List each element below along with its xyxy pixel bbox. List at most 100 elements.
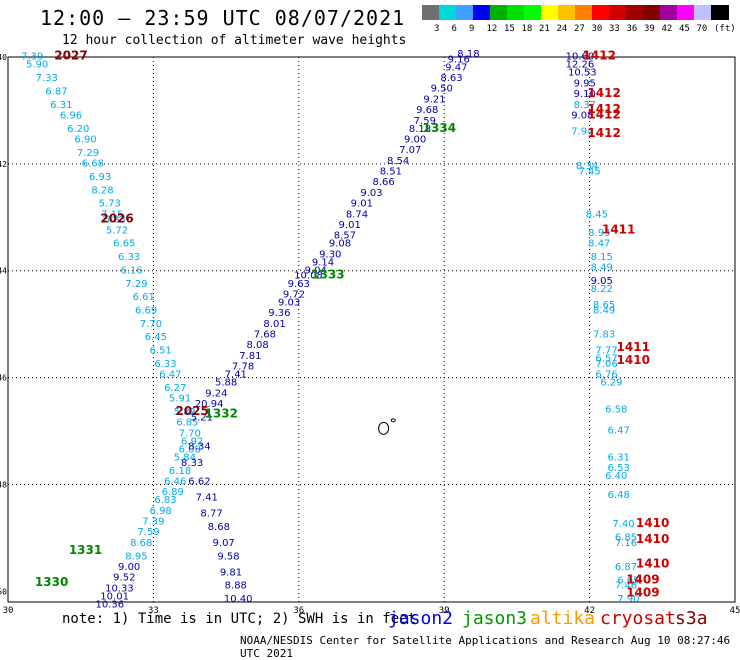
swh-value: 6.65: [617, 575, 639, 586]
swh-value: 6.33: [154, 359, 176, 370]
pass-label: 1412: [587, 107, 620, 121]
swh-value: 8.68: [208, 522, 230, 533]
swh-value: 9.07: [213, 538, 235, 549]
swh-value: 6.45: [145, 332, 167, 343]
footer-note: note: 1) Time is in UTC; 2) SWH is in fe…: [62, 611, 416, 627]
swh-value: 9.30: [319, 249, 341, 260]
swh-value: 5.73: [99, 199, 121, 210]
y-tick-label: -50: [0, 587, 7, 596]
colorbar-label: 33: [609, 24, 620, 34]
swh-value: 8.28: [91, 185, 113, 196]
swh-value: 8.51: [380, 167, 402, 178]
swh-value: 6.87: [45, 86, 67, 97]
swh-value: 7.06: [595, 359, 617, 370]
island-outline: [390, 418, 396, 423]
swh-value: 8.54: [387, 156, 409, 167]
swh-value: 6.31: [50, 100, 72, 111]
colorbar-label: 24: [556, 24, 568, 34]
swh-value: 7.15: [101, 209, 123, 220]
swh-value: 8.22: [591, 284, 613, 295]
pass-label: 1412: [587, 126, 620, 140]
swh-value: 6.57: [595, 354, 617, 365]
map-title: 12:00 – 23:59 UTC 08/07/2021: [40, 6, 406, 30]
swh-value: 9.52: [113, 573, 135, 584]
swh-value: 6.16: [120, 265, 142, 276]
legend-altika: altika: [530, 608, 596, 629]
map-frame: [7, 56, 736, 603]
y-tick-label: -46: [0, 374, 7, 383]
colorbar-swatch: [592, 5, 610, 20]
colorbar-label: (ft): [714, 24, 736, 34]
legend-jason2: jason2: [388, 608, 454, 629]
colorbar-swatch: [660, 5, 678, 20]
swh-value: 6.83: [103, 215, 125, 226]
pass-label: 1331: [69, 543, 102, 557]
swh-value: 9.58: [217, 551, 239, 562]
swh-value: 7.39: [142, 517, 164, 528]
swh-value: 10.53: [568, 68, 597, 79]
swh-value: 6.69: [135, 305, 157, 316]
legend-jason3: jason3: [462, 608, 528, 629]
swh-value: 6.46: [164, 476, 186, 487]
swh-value: 7.29: [77, 148, 99, 159]
swh-value: 8.77: [200, 509, 222, 520]
swh-value: 7.78: [232, 362, 254, 373]
colorbar-label: 39: [644, 24, 655, 34]
swh-value: 8.01: [263, 319, 285, 330]
swh-value: 7.41: [196, 492, 218, 503]
swh-value: 9.24: [205, 388, 227, 399]
swh-value: 10.40: [224, 594, 253, 605]
swh-value: 6.27: [164, 383, 186, 394]
swh-value: 9.05: [591, 276, 613, 287]
swh-value: 6.29: [600, 378, 622, 389]
pass-label: 1410: [636, 556, 669, 570]
colorbar-swatch: [439, 5, 457, 20]
swh-value: 6.51: [150, 346, 172, 357]
x-tick-label: 33: [148, 606, 159, 616]
swh-value: 8.66: [372, 177, 394, 188]
pass-label: 1333: [311, 268, 344, 282]
colorbar-swatch: [524, 5, 542, 20]
swh-value: 6.93: [89, 172, 111, 183]
swh-value: 9.08: [571, 110, 593, 121]
x-tick-label: 42: [584, 606, 595, 616]
swh-value: 7.81: [239, 351, 261, 362]
swh-value: 7.77: [595, 346, 617, 357]
swh-value: 7.70: [140, 319, 162, 330]
swh-value: 8.88: [225, 581, 247, 592]
swh-value: 8.34: [188, 442, 210, 453]
swh-value: 7.40: [612, 519, 634, 530]
swh-value: 6.98: [150, 506, 172, 517]
swh-value: 7.29: [125, 279, 147, 290]
colorbar-label: 42: [661, 24, 673, 34]
swh-value: 9.10: [574, 89, 596, 100]
swh-value: 10.01: [100, 591, 129, 602]
swh-value: 6.33: [118, 252, 140, 263]
y-tick-label: -44: [0, 267, 7, 276]
swh-value: 9.36: [268, 308, 290, 319]
swh-value: 8.95: [125, 551, 147, 562]
colorbar-swatch: [711, 5, 729, 20]
swh-value: 9.16: [448, 54, 470, 65]
swh-value: 6.40: [605, 471, 627, 482]
swh-value: 5.90: [26, 60, 48, 71]
pass-label: 1412: [583, 49, 616, 63]
swh-value: 7.07: [399, 145, 421, 156]
swh-value: 9.03: [360, 188, 382, 199]
pass-label: 1412: [587, 86, 620, 100]
swh-value: 8.08: [246, 340, 268, 351]
swh-value: 6.47: [159, 370, 181, 381]
swh-value: 10.33: [105, 583, 134, 594]
swh-value: 5.21: [191, 412, 213, 423]
y-tick-label: -42: [0, 160, 7, 169]
colorbar-swatch: [456, 5, 474, 20]
swh-value: 7.46: [615, 581, 637, 592]
swh-value: 6.92: [181, 436, 203, 447]
swh-value: 8.68: [130, 538, 152, 549]
pass-label: 1410: [636, 532, 669, 546]
swh-value: 8.65: [593, 300, 615, 311]
swh-value: 7.33: [36, 73, 58, 84]
swh-value: 10.08: [294, 271, 323, 282]
swh-value: 5.91: [169, 394, 191, 405]
